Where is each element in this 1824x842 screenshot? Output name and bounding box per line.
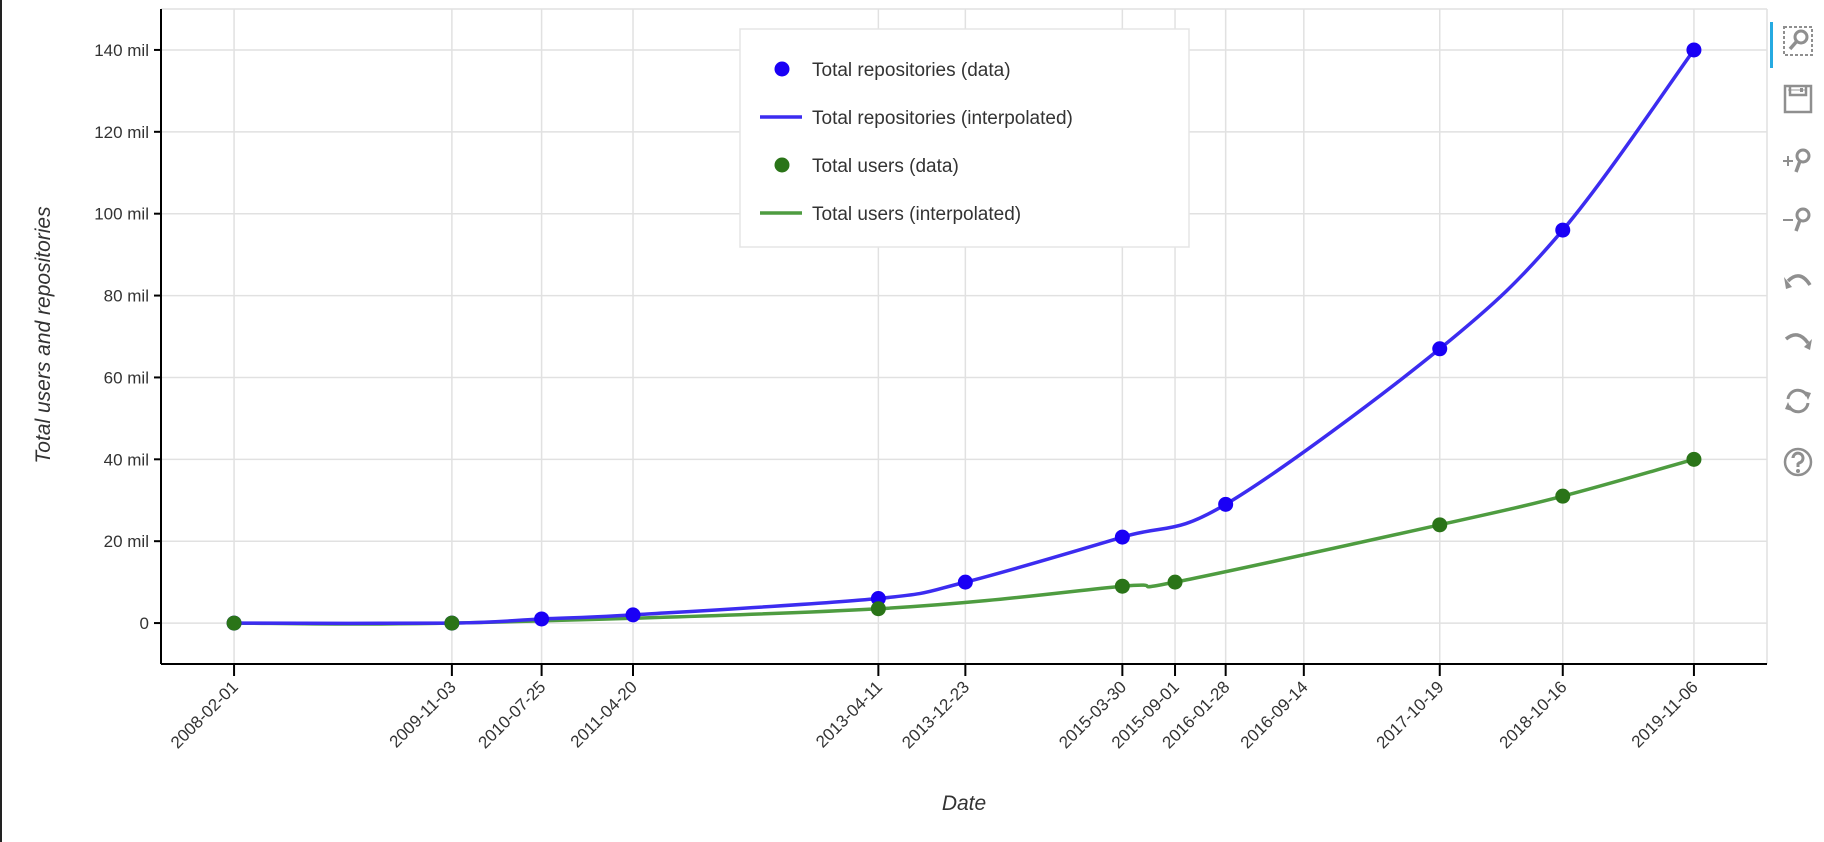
- x-tick-label: 2019-11-06: [1628, 677, 1702, 751]
- zoom-out-icon[interactable]: [1782, 204, 1814, 236]
- help-icon[interactable]: [1782, 446, 1814, 478]
- series-lines: [234, 48, 1696, 626]
- repositories-data-point: [1114, 529, 1130, 545]
- users-data-point: [870, 601, 886, 617]
- legend-marker: [774, 61, 790, 77]
- users-data-point: [1167, 574, 1183, 590]
- y-tick-label: 100 mil: [94, 205, 149, 224]
- legend-label: Total users (interpolated): [812, 204, 1021, 225]
- x-tick-label: 2013-04-11: [812, 677, 886, 751]
- x-tick-label: 2011-04-20: [567, 677, 641, 751]
- y-tick-label: 40 mil: [104, 450, 149, 469]
- redo-icon[interactable]: [1782, 325, 1814, 357]
- series-points: [226, 42, 1702, 631]
- users-data-point: [1686, 451, 1702, 467]
- legend-label: Total repositories (interpolated): [812, 108, 1073, 129]
- legend-box: [739, 28, 1190, 248]
- repositories-data-point: [1686, 42, 1702, 58]
- active-tool-indicator: [1770, 22, 1773, 68]
- page-left-border: [0, 0, 2, 842]
- legend: Total repositories (data) Total repositor…: [739, 28, 1190, 248]
- repositories-data-point: [1432, 341, 1448, 357]
- y-axis-label: Total users and repositories: [32, 206, 55, 464]
- box-zoom-icon[interactable]: [1782, 25, 1814, 57]
- x-axis-label: Date: [942, 792, 986, 815]
- x-tick-label: 2013-12-23: [898, 677, 973, 752]
- legend-label: Total users (data): [812, 156, 959, 177]
- legend-marker: [774, 157, 790, 173]
- repositories-data-point: [957, 574, 973, 590]
- users-data-point: [1114, 578, 1130, 594]
- x-tick-label: 2008-02-01: [167, 677, 242, 752]
- zoom-in-icon[interactable]: [1782, 145, 1814, 177]
- y-tick-label: 60 mil: [104, 368, 149, 387]
- users-data-point: [1555, 488, 1571, 504]
- users-data-point: [226, 615, 242, 631]
- y-tick-label: 140 mil: [94, 41, 149, 60]
- toolbar-separator: [1788, 89, 1806, 91]
- repositories-data-point: [534, 611, 550, 627]
- users-data-point: [444, 615, 460, 631]
- repositories-data-point: [1555, 222, 1571, 238]
- users-data-point: [1432, 517, 1448, 533]
- repositories-interpolated-line: [234, 48, 1696, 626]
- save-icon[interactable]: [1782, 83, 1814, 115]
- y-tick-label: 20 mil: [104, 532, 149, 551]
- reset-icon[interactable]: [1782, 385, 1814, 417]
- x-tick-label: 2010-07-25: [474, 677, 549, 752]
- x-tick-label: 2018-10-16: [1496, 677, 1571, 752]
- y-tick-label: 120 mil: [94, 123, 149, 142]
- x-tick-label: 2017-10-19: [1373, 677, 1448, 752]
- repositories-data-point: [625, 607, 641, 623]
- repositories-data-point: [1218, 496, 1234, 512]
- legend-label: Total repositories (data): [812, 60, 1011, 81]
- toolbar: [1770, 20, 1824, 490]
- y-tick-label: 0: [140, 614, 149, 633]
- undo-icon[interactable]: [1782, 265, 1814, 297]
- x-tick-label: 2016-09-14: [1237, 677, 1312, 752]
- y-tick-label: 80 mil: [104, 287, 149, 306]
- x-tick-label: 2009-11-03: [386, 677, 460, 751]
